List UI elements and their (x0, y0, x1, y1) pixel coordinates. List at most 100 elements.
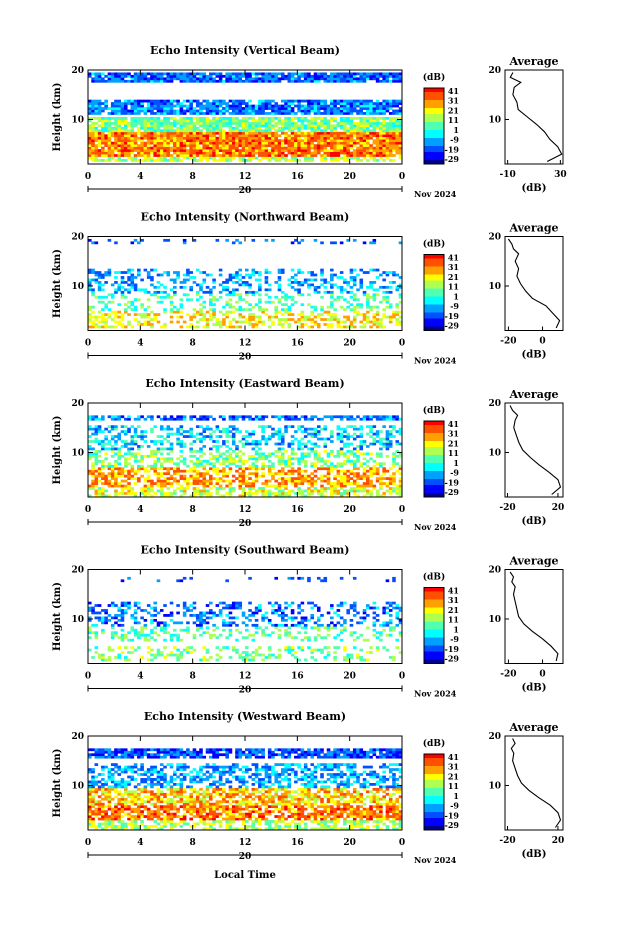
heatmap-cell (277, 285, 282, 289)
heatmap-cell (117, 447, 122, 451)
heatmap-cell (189, 415, 193, 419)
heatmap-cell (127, 144, 131, 147)
heatmap-cell (258, 440, 262, 443)
heatmap-cell (130, 268, 135, 272)
heatmap-cell (166, 469, 171, 473)
heatmap-cell (267, 79, 272, 83)
heatmap-cell (117, 72, 122, 76)
heatmap-cell (117, 417, 122, 421)
heatmap-cell (245, 131, 249, 135)
heatmap-cell (356, 427, 360, 431)
heatmap-cell (310, 129, 314, 133)
heatmap-cell (280, 290, 285, 294)
heatmap-cell (251, 440, 256, 443)
colorbar-step (424, 274, 444, 277)
heatmap-cell (359, 102, 364, 105)
heatmap-cell (382, 271, 386, 274)
heatmap-cell (313, 482, 318, 485)
heatmap-cell (323, 149, 328, 152)
heatmap-cell (222, 134, 226, 138)
heatmap-cell (310, 131, 314, 135)
heatmap-cell (323, 442, 328, 446)
heatmap-cell (146, 109, 151, 113)
heatmap-cell (156, 482, 161, 485)
heatmap-cell (251, 430, 256, 433)
heatmap-cell (169, 310, 174, 314)
heatmap-cell (235, 300, 239, 304)
heatmap-cell (238, 124, 243, 128)
colorbar-step (424, 122, 444, 125)
heatmap-cell (91, 241, 95, 245)
heatmap-cell (277, 484, 282, 488)
heatmap-cell (277, 459, 282, 463)
heatmap-cell (192, 487, 197, 490)
heatmap-cell (385, 273, 390, 277)
heatmap-cell (114, 452, 118, 456)
heatmap-cell (352, 117, 357, 120)
heatmap-cell (323, 72, 328, 76)
heatmap-cell (366, 126, 370, 130)
heatmap-cell (231, 479, 236, 483)
heatmap-cell (192, 72, 197, 76)
heatmap-cell (225, 104, 229, 108)
heatmap-cell (209, 156, 213, 160)
heatmap-cell (339, 141, 344, 145)
heatmap-cell (330, 278, 334, 282)
heatmap-cell (356, 459, 360, 463)
heatmap-cell (297, 479, 301, 483)
heatmap-cell (241, 469, 246, 473)
heatmap-cell (228, 484, 233, 488)
heatmap-cell (205, 415, 210, 419)
heatmap-cell (346, 131, 350, 135)
heatmap-cell (202, 437, 207, 441)
heatmap-cell (209, 144, 213, 147)
heatmap-cell (225, 238, 229, 242)
heatmap-cell (316, 136, 321, 140)
heatmap-cell (182, 124, 187, 128)
heatmap-cell (182, 134, 187, 138)
heatmap-cell (228, 323, 233, 326)
heatmap-cell (241, 283, 246, 287)
heatmap-cell (248, 482, 252, 485)
heatmap-cell (297, 425, 301, 429)
heatmap-cell (117, 144, 122, 147)
heatmap-cell (153, 462, 157, 466)
heatmap-cell (307, 452, 311, 456)
heatmap-cell (91, 156, 95, 160)
heatmap-cell (369, 482, 373, 485)
heatmap-cell (352, 298, 357, 302)
heatmap-cell (254, 278, 259, 282)
heatmap-cell (218, 325, 223, 329)
heatmap-cell (316, 477, 321, 480)
heatmap-cell (320, 102, 324, 105)
heatmap-cell (248, 303, 252, 307)
heatmap-cell (307, 126, 311, 130)
heatmap-cell (320, 77, 324, 81)
heatmap-cell (258, 141, 262, 145)
heatmap-cell (231, 462, 236, 466)
heatmap-cell (362, 154, 367, 157)
heatmap-cell (209, 129, 213, 133)
heatmap-cell (179, 494, 184, 498)
heatmap-cell (238, 112, 243, 115)
heatmap-cell (303, 159, 308, 162)
heatmap-cell (123, 417, 128, 421)
heatmap-cell (153, 144, 157, 147)
heatmap-cell (156, 117, 161, 120)
heatmap-cell (320, 146, 324, 150)
heatmap-cell (137, 146, 141, 150)
heatmap-cell (303, 99, 308, 103)
heatmap-cell (231, 121, 236, 125)
heatmap-cell (130, 99, 135, 103)
heatmap-cell (169, 156, 174, 160)
heatmap-cell (212, 141, 216, 145)
heatmap-cell (169, 432, 174, 436)
heatmap-cell (156, 149, 161, 152)
heatmap-cell (254, 489, 259, 493)
heatmap-cell (202, 452, 207, 456)
heatmap-cell (123, 474, 128, 478)
heatmap-cell (307, 293, 311, 297)
heatmap-cell (238, 298, 243, 302)
heatmap-cell (225, 300, 229, 304)
heatmap-cell (235, 325, 239, 329)
